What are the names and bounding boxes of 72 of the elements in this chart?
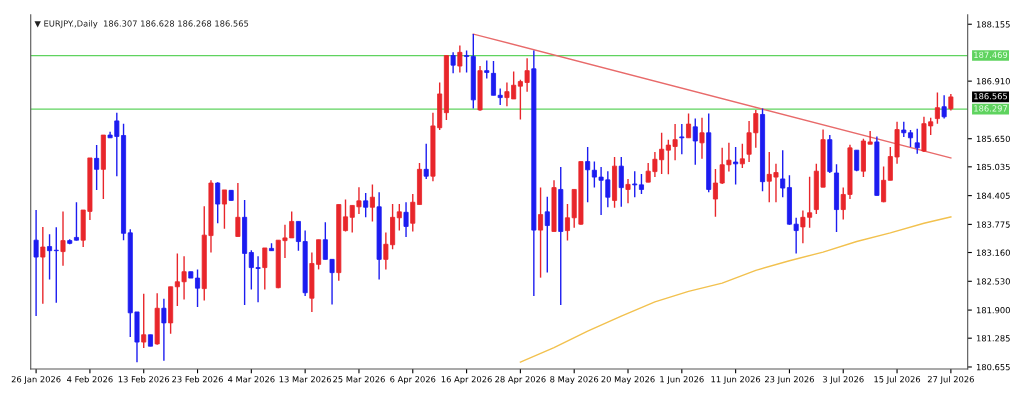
y-tick-label: 185.650 (976, 135, 1010, 142)
candlestick (464, 49, 470, 74)
candlestick (934, 91, 940, 125)
candlestick (941, 94, 947, 120)
candlestick (538, 186, 544, 279)
ref-line-label: 187.469 (974, 51, 1008, 59)
candlestick (739, 143, 745, 169)
x-tick-label: 20 May 2026 (601, 376, 655, 385)
y-tick-label: 183.160 (976, 249, 1010, 256)
y-tick-label: 182.530 (976, 278, 1010, 285)
candlestick (638, 173, 644, 195)
candlestick (733, 146, 739, 186)
y-tick-label: 181.900 (976, 307, 1010, 314)
x-tick-label: 28 Apr 2026 (495, 376, 546, 385)
candlestick (679, 123, 685, 155)
candlestick (632, 170, 638, 198)
candlestick (369, 183, 375, 223)
candlestick (363, 192, 369, 219)
candlestick (60, 210, 66, 267)
candlestick (47, 233, 53, 281)
x-tick-label: 26 Jan 2026 (11, 376, 61, 384)
candlestick (881, 165, 887, 203)
x-tick-label: 4 Feb 2026 (67, 375, 113, 383)
candlestick (221, 189, 227, 230)
x-tick-label: 13 Feb 2026 (118, 375, 170, 383)
candlestick (450, 51, 456, 75)
x-tick-label: 1 Jun 2026 (660, 376, 704, 384)
candlestick (235, 182, 241, 238)
candlestick (262, 247, 268, 291)
x-tick-label: 25 Mar 2026 (333, 376, 385, 383)
candlestick (161, 297, 167, 362)
candlestick (73, 201, 79, 242)
candlestick (141, 292, 147, 349)
y-tick-label: 185.035 (976, 163, 1010, 171)
x-tick-label: 11 Jun 2026 (711, 376, 761, 384)
x-tick-label: 13 Mar 2026 (279, 376, 332, 383)
y-tick-label: 181.285 (976, 335, 1010, 342)
y-tick-label: 186.910 (976, 78, 1010, 85)
candlestick (396, 203, 402, 232)
candlestick (40, 226, 46, 305)
candlestick (692, 117, 698, 166)
text: 186.565 (974, 93, 1008, 100)
candlestick (686, 112, 692, 139)
candlestick (585, 146, 591, 203)
candlestick (780, 149, 786, 198)
y-tick-label: 188.155 (976, 21, 1010, 28)
y-tick-label: 183.775 (976, 221, 1010, 228)
candlestick (618, 156, 624, 208)
y-tick-label: 184.405 (976, 192, 1010, 199)
line-series (519, 216, 952, 363)
ref-line-label: 186.297 (974, 105, 1008, 112)
x-tick-label: 6 Apr 2026 (390, 376, 436, 385)
candlestick (215, 181, 221, 224)
candlestick (544, 196, 550, 274)
candlestick (94, 144, 100, 191)
x-tick-label: 27 Jul 2026 (927, 375, 974, 384)
candlestick (423, 143, 429, 180)
y-tick-label: 180.655 (976, 363, 1010, 371)
x-tick-label: 3 Jul 2026 (822, 375, 864, 384)
x-tick-label: 23 Feb 2026 (172, 375, 223, 383)
candlestick (457, 44, 463, 74)
candlestick (33, 209, 39, 317)
candlestick (914, 127, 920, 155)
candlestick (403, 201, 409, 238)
x-tick-label: 15 Jul 2026 (874, 375, 921, 384)
x-tick-label: 16 Apr 2026 (441, 376, 492, 385)
x-tick-label: 8 May 2026 (550, 376, 599, 385)
text: ▼ EURJPY.,Daily 186.307 186.628 186.268 186.565 (34, 20, 249, 29)
x-tick-label: 23 Jun 2026 (764, 376, 814, 384)
candlestick (699, 117, 705, 160)
candlestick (625, 178, 631, 204)
x-tick-label: 4 Mar 2026 (227, 376, 275, 383)
